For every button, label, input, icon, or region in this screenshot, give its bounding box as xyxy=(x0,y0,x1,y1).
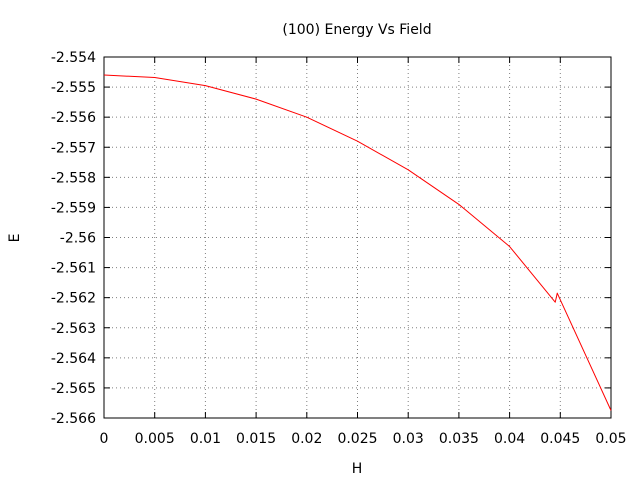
x-tick-label: 0.01 xyxy=(190,431,221,447)
y-tick-label: -2.563 xyxy=(51,321,96,337)
y-tick-label: -2.566 xyxy=(51,411,96,427)
y-tick-label: -2.56 xyxy=(60,231,96,247)
x-tick-label: 0.035 xyxy=(439,431,479,447)
x-tick-labels: 0 0.005 0.01 0.015 0.02 0.025 0.03 0.035 0.04 0.0… xyxy=(100,431,627,447)
y-tick-label: -2.554 xyxy=(51,50,96,66)
x-tick-label: 0.04 xyxy=(494,431,525,447)
y-tick-label: -2.562 xyxy=(51,291,96,307)
y-tick-label: -2.565 xyxy=(51,381,96,397)
y-tick-label: -2.564 xyxy=(51,351,96,367)
axis-ticks xyxy=(103,56,612,419)
x-tick-label: 0.025 xyxy=(337,431,377,447)
x-tick-label: 0.045 xyxy=(540,431,580,447)
y-tick-label: -2.557 xyxy=(51,140,96,156)
x-tick-label: 0.015 xyxy=(236,431,276,447)
y-tick-label: -2.559 xyxy=(51,200,96,216)
y-tick-label: -2.561 xyxy=(51,261,96,277)
x-tick-label: 0 xyxy=(100,431,109,447)
x-tick-label: 0.02 xyxy=(291,431,322,447)
series-line xyxy=(103,74,612,411)
y-axis-title: E xyxy=(7,234,23,243)
y-tick-label: -2.558 xyxy=(51,170,96,186)
x-tick-label: 0.005 xyxy=(135,431,175,447)
y-tick-label: -2.556 xyxy=(51,110,96,126)
y-tick-label: -2.555 xyxy=(51,80,96,96)
x-tick-label: 0.05 xyxy=(595,431,626,447)
chart-title: (100) Energy Vs Field xyxy=(282,22,431,38)
x-axis-title: H xyxy=(352,461,363,477)
y-tick-labels: -2.554 -2.555 -2.556 -2.557 -2.558 -2.559 -2.5… xyxy=(51,50,96,427)
grid xyxy=(104,57,611,418)
x-tick-label: 0.03 xyxy=(393,431,424,447)
series xyxy=(103,74,612,411)
